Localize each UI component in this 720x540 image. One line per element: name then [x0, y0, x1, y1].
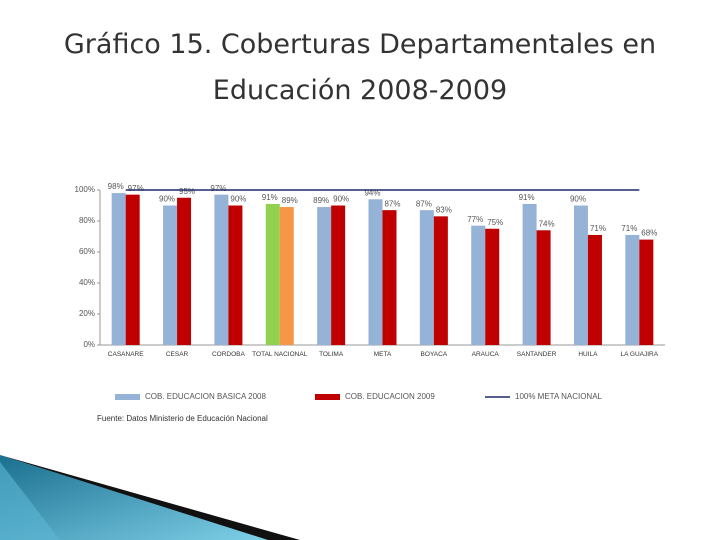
bar — [317, 207, 332, 345]
legend-swatch — [315, 394, 340, 400]
bar — [639, 239, 654, 345]
x-tick-label: TOLIMA — [319, 351, 344, 358]
data-label: 77% — [467, 215, 483, 224]
data-label: 94% — [364, 188, 380, 197]
data-label: 91% — [519, 193, 535, 202]
bar — [279, 207, 294, 345]
x-tick-label: TOTAL NACIONAL — [252, 351, 308, 358]
y-tick-label: 0% — [83, 340, 95, 349]
y-tick-label: 60% — [79, 247, 95, 256]
bar — [485, 228, 500, 345]
bar — [587, 234, 602, 345]
data-label: 71% — [590, 224, 606, 233]
x-tick-label: CESAR — [165, 351, 189, 358]
bar — [163, 205, 178, 345]
bar — [265, 203, 280, 345]
decoration — [0, 462, 60, 540]
data-label: 95% — [179, 187, 195, 196]
data-label: 91% — [262, 193, 278, 202]
y-tick-label: 100% — [75, 185, 95, 194]
bar — [536, 230, 551, 345]
y-tick-label: 80% — [79, 216, 95, 225]
bar — [125, 194, 140, 345]
data-label: 87% — [416, 199, 432, 208]
data-label: 71% — [621, 224, 637, 233]
bar — [111, 193, 126, 345]
bar — [522, 203, 537, 345]
data-label: 75% — [487, 218, 503, 227]
data-label: 87% — [384, 199, 400, 208]
bar — [419, 210, 434, 345]
y-tick-label: 40% — [79, 278, 95, 287]
x-tick-label: SANTANDER — [516, 351, 557, 358]
data-label: 89% — [282, 196, 298, 205]
data-label: 74% — [539, 219, 555, 228]
bar — [368, 199, 383, 345]
x-tick-label: CORDOBA — [211, 351, 245, 358]
legend-swatch — [115, 394, 140, 400]
y-tick-label: 20% — [79, 309, 95, 318]
legend-label: 100% META NACIONAL — [515, 392, 603, 401]
bar — [625, 234, 640, 345]
bar — [214, 194, 229, 345]
legend-label: COB. EDUCACION BASICA 2008 — [145, 392, 266, 401]
data-label: 97% — [210, 184, 226, 193]
slide-title: Gráfico 15. Coberturas Departamentales e… — [63, 29, 657, 106]
bar — [177, 197, 192, 345]
bar — [228, 205, 243, 345]
decoration — [0, 455, 300, 540]
x-tick-label: HUILA — [578, 351, 598, 358]
data-label: 97% — [128, 184, 144, 193]
bar — [382, 210, 397, 345]
x-tick-label: LA GUAJIRA — [620, 351, 659, 358]
bar — [573, 205, 588, 345]
x-tick-label: CASANARE — [107, 351, 144, 358]
data-label: 90% — [333, 195, 349, 204]
data-label: 89% — [313, 196, 329, 205]
data-label: 98% — [108, 182, 124, 191]
bar — [471, 225, 486, 345]
x-tick-label: BOYACA — [420, 351, 448, 358]
data-label: 68% — [641, 229, 657, 238]
data-label: 90% — [570, 195, 586, 204]
data-label: 90% — [230, 195, 246, 204]
bar — [331, 205, 346, 345]
x-tick-label: ARAUCA — [471, 351, 499, 358]
source-note: Fuente: Datos Ministerio de Educación Na… — [97, 414, 268, 423]
data-label: 90% — [159, 195, 175, 204]
x-tick-label: META — [373, 351, 392, 358]
legend-label: COB. EDUCACION 2009 — [345, 392, 435, 401]
data-label: 83% — [436, 205, 452, 214]
bar — [433, 216, 448, 345]
